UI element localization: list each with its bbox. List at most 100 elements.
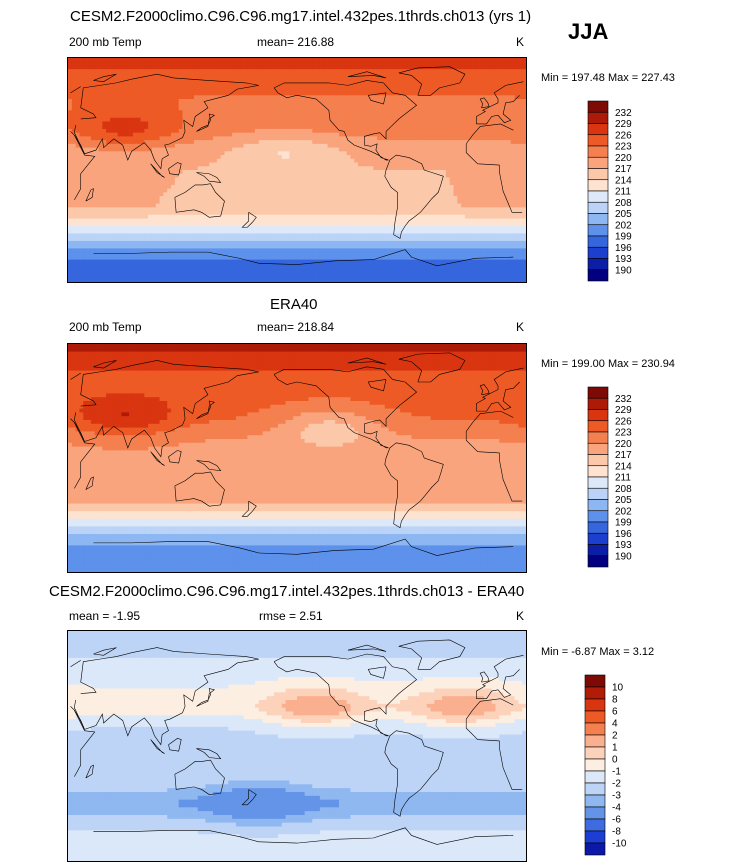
map-cell bbox=[503, 69, 508, 74]
map-cell bbox=[392, 61, 397, 66]
map-cell bbox=[453, 91, 458, 96]
map-cell bbox=[174, 128, 180, 134]
map-cell bbox=[258, 102, 264, 107]
map-cell bbox=[94, 65, 99, 70]
map-cell bbox=[522, 58, 526, 63]
map-cell bbox=[201, 87, 206, 92]
map-cell bbox=[327, 69, 332, 74]
map-cell bbox=[484, 177, 489, 182]
map-cell bbox=[289, 151, 294, 156]
map-cell bbox=[121, 58, 126, 63]
map-cell bbox=[106, 207, 111, 212]
map-cell bbox=[151, 106, 157, 111]
map-cell bbox=[68, 61, 73, 66]
map-cell bbox=[106, 140, 111, 145]
map-cell bbox=[136, 72, 141, 78]
map-cell bbox=[319, 102, 325, 107]
map-cell bbox=[285, 143, 290, 148]
map-cell bbox=[522, 117, 526, 122]
map-cell bbox=[297, 184, 302, 190]
map-cell bbox=[87, 184, 92, 190]
map-cell bbox=[396, 106, 401, 111]
map-cell bbox=[94, 99, 99, 104]
map-cell bbox=[331, 84, 336, 89]
map-cell bbox=[499, 87, 504, 92]
map-cell bbox=[102, 121, 107, 126]
map-cell bbox=[522, 192, 526, 197]
map-cell bbox=[270, 102, 275, 107]
map-cell bbox=[514, 58, 519, 63]
map-cell bbox=[415, 207, 420, 212]
map-cell bbox=[422, 199, 428, 204]
map-cell bbox=[140, 173, 145, 178]
map-cell bbox=[472, 188, 477, 193]
map-cell bbox=[121, 181, 126, 186]
map-cell bbox=[453, 117, 458, 122]
map-cell bbox=[373, 106, 378, 111]
map-cell bbox=[407, 136, 412, 141]
map-cell bbox=[319, 110, 325, 115]
map-cell bbox=[514, 72, 519, 78]
map-cell bbox=[449, 196, 454, 201]
map-cell bbox=[197, 61, 202, 66]
map-cell bbox=[136, 203, 141, 208]
map-cell bbox=[438, 91, 443, 96]
map-cell bbox=[506, 151, 512, 156]
map-cell bbox=[380, 199, 386, 204]
map-cell bbox=[380, 188, 386, 193]
map-cell bbox=[449, 170, 454, 175]
map-cell bbox=[331, 151, 336, 156]
map-cell bbox=[235, 196, 241, 201]
map-cell bbox=[422, 184, 428, 190]
map-cell bbox=[216, 211, 222, 216]
map-cell bbox=[251, 110, 256, 115]
map-cell bbox=[277, 147, 283, 152]
map-cell bbox=[293, 80, 298, 85]
map-cell bbox=[243, 114, 248, 119]
map-cell bbox=[476, 199, 481, 204]
map-cell bbox=[174, 177, 180, 182]
map-cell bbox=[121, 211, 126, 216]
map-cell bbox=[434, 199, 439, 204]
map-cell bbox=[369, 84, 374, 89]
map-cell bbox=[457, 136, 462, 141]
map-cell bbox=[106, 184, 111, 190]
map-cell bbox=[155, 58, 160, 63]
map-cell bbox=[277, 192, 283, 197]
map-cell bbox=[487, 158, 493, 163]
map-cell bbox=[411, 114, 416, 119]
map-cell bbox=[83, 140, 88, 145]
map-cell bbox=[75, 177, 80, 182]
map-cell bbox=[121, 140, 126, 145]
map-cell bbox=[151, 211, 157, 216]
map-cell bbox=[354, 102, 359, 107]
map-cell bbox=[342, 58, 347, 63]
map-cell bbox=[129, 128, 134, 134]
map-cell bbox=[235, 76, 241, 81]
map-cell bbox=[209, 196, 214, 201]
map-cell bbox=[430, 117, 435, 122]
map-cell bbox=[220, 188, 225, 193]
map-cell bbox=[403, 87, 409, 92]
map-cell bbox=[396, 173, 401, 178]
map-cell bbox=[270, 166, 275, 171]
map-cell bbox=[274, 203, 279, 208]
map-cell bbox=[510, 196, 515, 201]
map-cell bbox=[216, 162, 222, 167]
map-cell bbox=[442, 65, 447, 70]
map-cell bbox=[407, 155, 412, 160]
map-cell bbox=[411, 203, 416, 208]
map-cell bbox=[228, 181, 233, 186]
map-cell bbox=[136, 58, 141, 63]
map-cell bbox=[182, 132, 187, 137]
map-cell bbox=[159, 58, 164, 63]
map-cell bbox=[117, 58, 122, 63]
map-cell bbox=[151, 170, 157, 175]
map-cell bbox=[132, 91, 138, 96]
map-cell bbox=[209, 99, 214, 104]
map-cell bbox=[148, 99, 153, 104]
map-cell bbox=[480, 65, 485, 70]
map-cell bbox=[98, 69, 103, 74]
map-cell bbox=[94, 143, 99, 148]
map-cell bbox=[304, 65, 309, 70]
